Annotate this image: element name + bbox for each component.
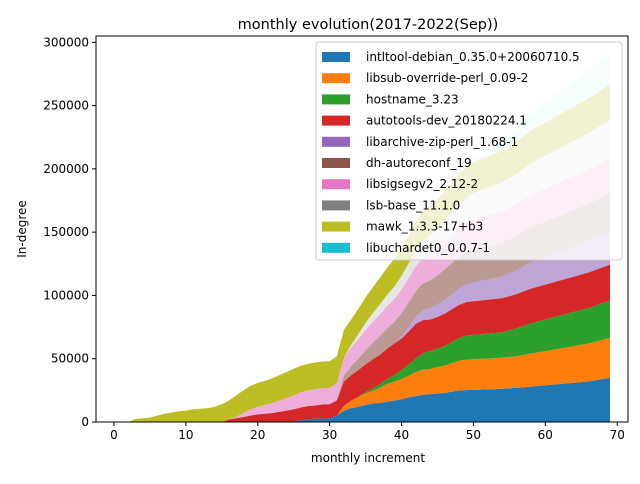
- x-tick-label: 10: [178, 428, 193, 442]
- legend-swatch: [322, 73, 350, 84]
- legend-swatch: [322, 115, 350, 126]
- legend-swatch: [322, 179, 350, 190]
- legend-swatch: [322, 221, 350, 232]
- y-tick-label: 0: [81, 415, 89, 429]
- x-tick-label: 60: [538, 428, 553, 442]
- legend-box: [315, 41, 623, 261]
- legend: intltool-debian_0.35.0+20060710.5 libsub-…: [315, 41, 623, 261]
- plot-frame: [95, 35, 629, 423]
- legend-swatch: [322, 52, 350, 62]
- y-axis-label: In-degree: [15, 200, 29, 258]
- area-series-3: [113, 264, 611, 422]
- legend-label: intltool-debian_0.35.0+20060710.5: [366, 50, 580, 64]
- x-tick-label: 20: [250, 428, 265, 442]
- x-axis: 0 10 20 30 40 50 60 70: [110, 422, 625, 442]
- area-series-1: [113, 337, 611, 422]
- legend-swatch: [322, 158, 350, 168]
- legend-swatch: [322, 94, 350, 105]
- legend-swatch: [322, 242, 350, 253]
- legend-label: autotools-dev_20180224.1: [366, 114, 527, 128]
- chart-title: monthly evolution(2017-2022(Sep)): [238, 17, 499, 33]
- x-tick-label: 0: [110, 428, 118, 442]
- y-tick-label: 250000: [43, 99, 89, 113]
- legend-swatch: [322, 200, 350, 211]
- legend-label: libuchardet0_0.0.7-1: [366, 241, 490, 255]
- legend-label: libsigsegv2_2.12-2: [366, 177, 478, 191]
- legend-label: dh-autoreconf_19: [366, 156, 472, 170]
- x-tick-label: 30: [322, 428, 337, 442]
- legend-label: lsb-base_11.1.0: [366, 198, 460, 212]
- legend-label: mawk_1.3.3-17+b3: [366, 220, 483, 234]
- x-tick-label: 70: [610, 428, 625, 442]
- legend-swatch: [322, 136, 350, 147]
- y-tick-label: 50000: [51, 352, 89, 366]
- legend-label: libarchive-zip-perl_1.68-1: [366, 135, 518, 149]
- y-tick-label: 100000: [43, 288, 89, 302]
- y-tick-label: 150000: [43, 225, 89, 239]
- x-tick-label: 50: [466, 428, 481, 442]
- x-tick-label: 40: [394, 428, 409, 442]
- x-axis-label: monthly increment: [311, 451, 425, 465]
- legend-label: libsub-override-perl_0.09-2: [366, 71, 528, 85]
- y-tick-label: 300000: [43, 35, 89, 49]
- y-axis: 0 50000 100000 150000 200000 250000 300000: [43, 35, 96, 429]
- legend-label: hostname_3.23: [366, 92, 459, 106]
- y-tick-label: 200000: [43, 162, 89, 176]
- area-series-0: [113, 377, 611, 422]
